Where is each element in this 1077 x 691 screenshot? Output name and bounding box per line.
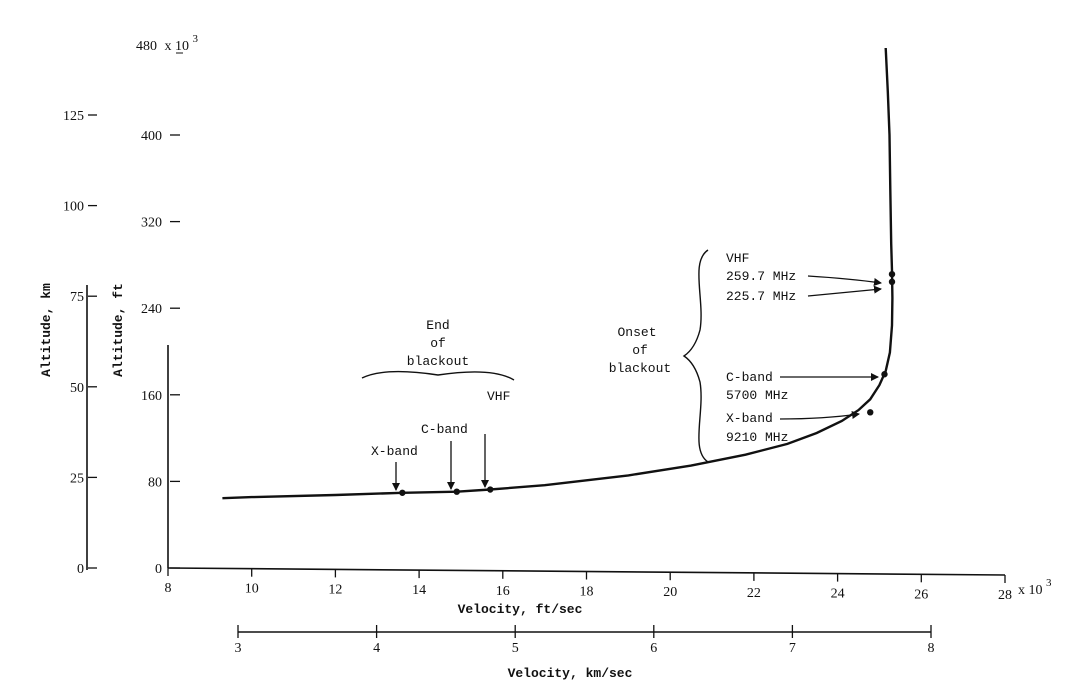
y-km-tick-label: 50 [70, 381, 84, 396]
onset-blackout-brace [682, 249, 709, 463]
y-tick-label: 80 [148, 475, 162, 490]
xband-onset-arrow [779, 411, 860, 420]
y-tick-label: 240 [141, 302, 162, 317]
x-tick-label: 12 [328, 582, 342, 597]
blackout-point [881, 371, 888, 378]
x-tick-label: 26 [914, 587, 928, 602]
y-tick-label: 0 [155, 562, 162, 577]
x-tick-label: 10 [245, 582, 259, 597]
end-blackout-line2: of [430, 336, 446, 351]
vhf-onset-label: VHF [726, 251, 749, 266]
xband-end-label: X-band [371, 444, 418, 459]
onset-blackout-line3: blackout [609, 361, 671, 376]
x-tick-label: 22 [747, 586, 761, 601]
x-tick-label: 16 [496, 584, 510, 599]
y-km-tick-label: 100 [63, 200, 84, 215]
end-blackout-line1: End [426, 318, 449, 333]
blackout-point [453, 488, 460, 495]
y-km-tick-label: 125 [63, 109, 84, 124]
x-km-tick-label: 3 [235, 641, 242, 656]
y-km-tick-label: 75 [70, 290, 84, 305]
end-blackout-line3: blackout [407, 354, 469, 369]
x-km-tick-label: 7 [789, 641, 796, 656]
vhf-259-arrow [807, 275, 882, 286]
blackout-markers [399, 271, 896, 496]
y-tick-label: 400 [141, 129, 162, 144]
x-tick-label: 18 [580, 585, 594, 600]
blackout-point [399, 489, 406, 496]
x-axis-km-ticks: 3 4 5 6 7 8 [235, 625, 935, 656]
cband-onset-label: C-band [726, 370, 773, 385]
y-axis-km-ticks: 0 25 50 75 100 125 [63, 109, 97, 577]
x-axis-ft-ticks: 8 10 12 14 16 18 20 22 24 26 28 [165, 568, 1012, 603]
end-blackout-brace [361, 370, 515, 381]
x-km-tick-label: 4 [373, 641, 380, 656]
cband-end-label: C-band [421, 422, 468, 437]
x-axis-km-title: Velocity, km/sec [508, 666, 633, 681]
x-axis-title: Velocity, ft/sec [458, 602, 583, 617]
vhf-225-arrow [807, 285, 882, 297]
onset-blackout-line2: of [632, 343, 648, 358]
cband-freq-label: 5700 MHz [726, 388, 788, 403]
y-km-tick-label: 25 [70, 471, 84, 486]
y-axis-top-label: 480 x 10 3 [136, 33, 199, 54]
y-tick-label: 320 [141, 216, 162, 231]
y-tick-label: 160 [141, 389, 162, 404]
onset-blackout-line1: Onset [617, 325, 656, 340]
blackout-point [867, 409, 874, 416]
x-tick-label: 20 [663, 585, 677, 600]
vhf-225-label: 225.7 MHz [726, 289, 796, 304]
y-km-tick-label: 0 [77, 562, 84, 577]
blackout-point [888, 278, 896, 286]
x-tick-label: 28 [998, 588, 1012, 603]
xband-freq-label: 9210 MHz [726, 430, 788, 445]
x-tick-label: 8 [165, 581, 172, 596]
x-km-tick-label: 5 [512, 641, 519, 656]
y-axis-ft-title: Altitude, ft [111, 283, 126, 377]
y-axis-ft-ticks: 0 80 160 240 320 400 [141, 129, 180, 577]
x-tick-label: 14 [412, 583, 426, 598]
x-tick-label: 24 [831, 587, 845, 602]
x-km-tick-label: 8 [928, 641, 935, 656]
vhf-259-label: 259.7 MHz [726, 269, 796, 284]
x-km-tick-label: 6 [650, 641, 657, 656]
y-axis-km-title: Altitude, km [39, 283, 54, 377]
vhf-end-label: VHF [487, 389, 510, 404]
x-axis-multiplier: x 10 3 [1018, 577, 1052, 598]
blackout-point [888, 271, 896, 278]
xband-onset-label: X-band [726, 411, 773, 426]
blackout-point [487, 486, 494, 493]
